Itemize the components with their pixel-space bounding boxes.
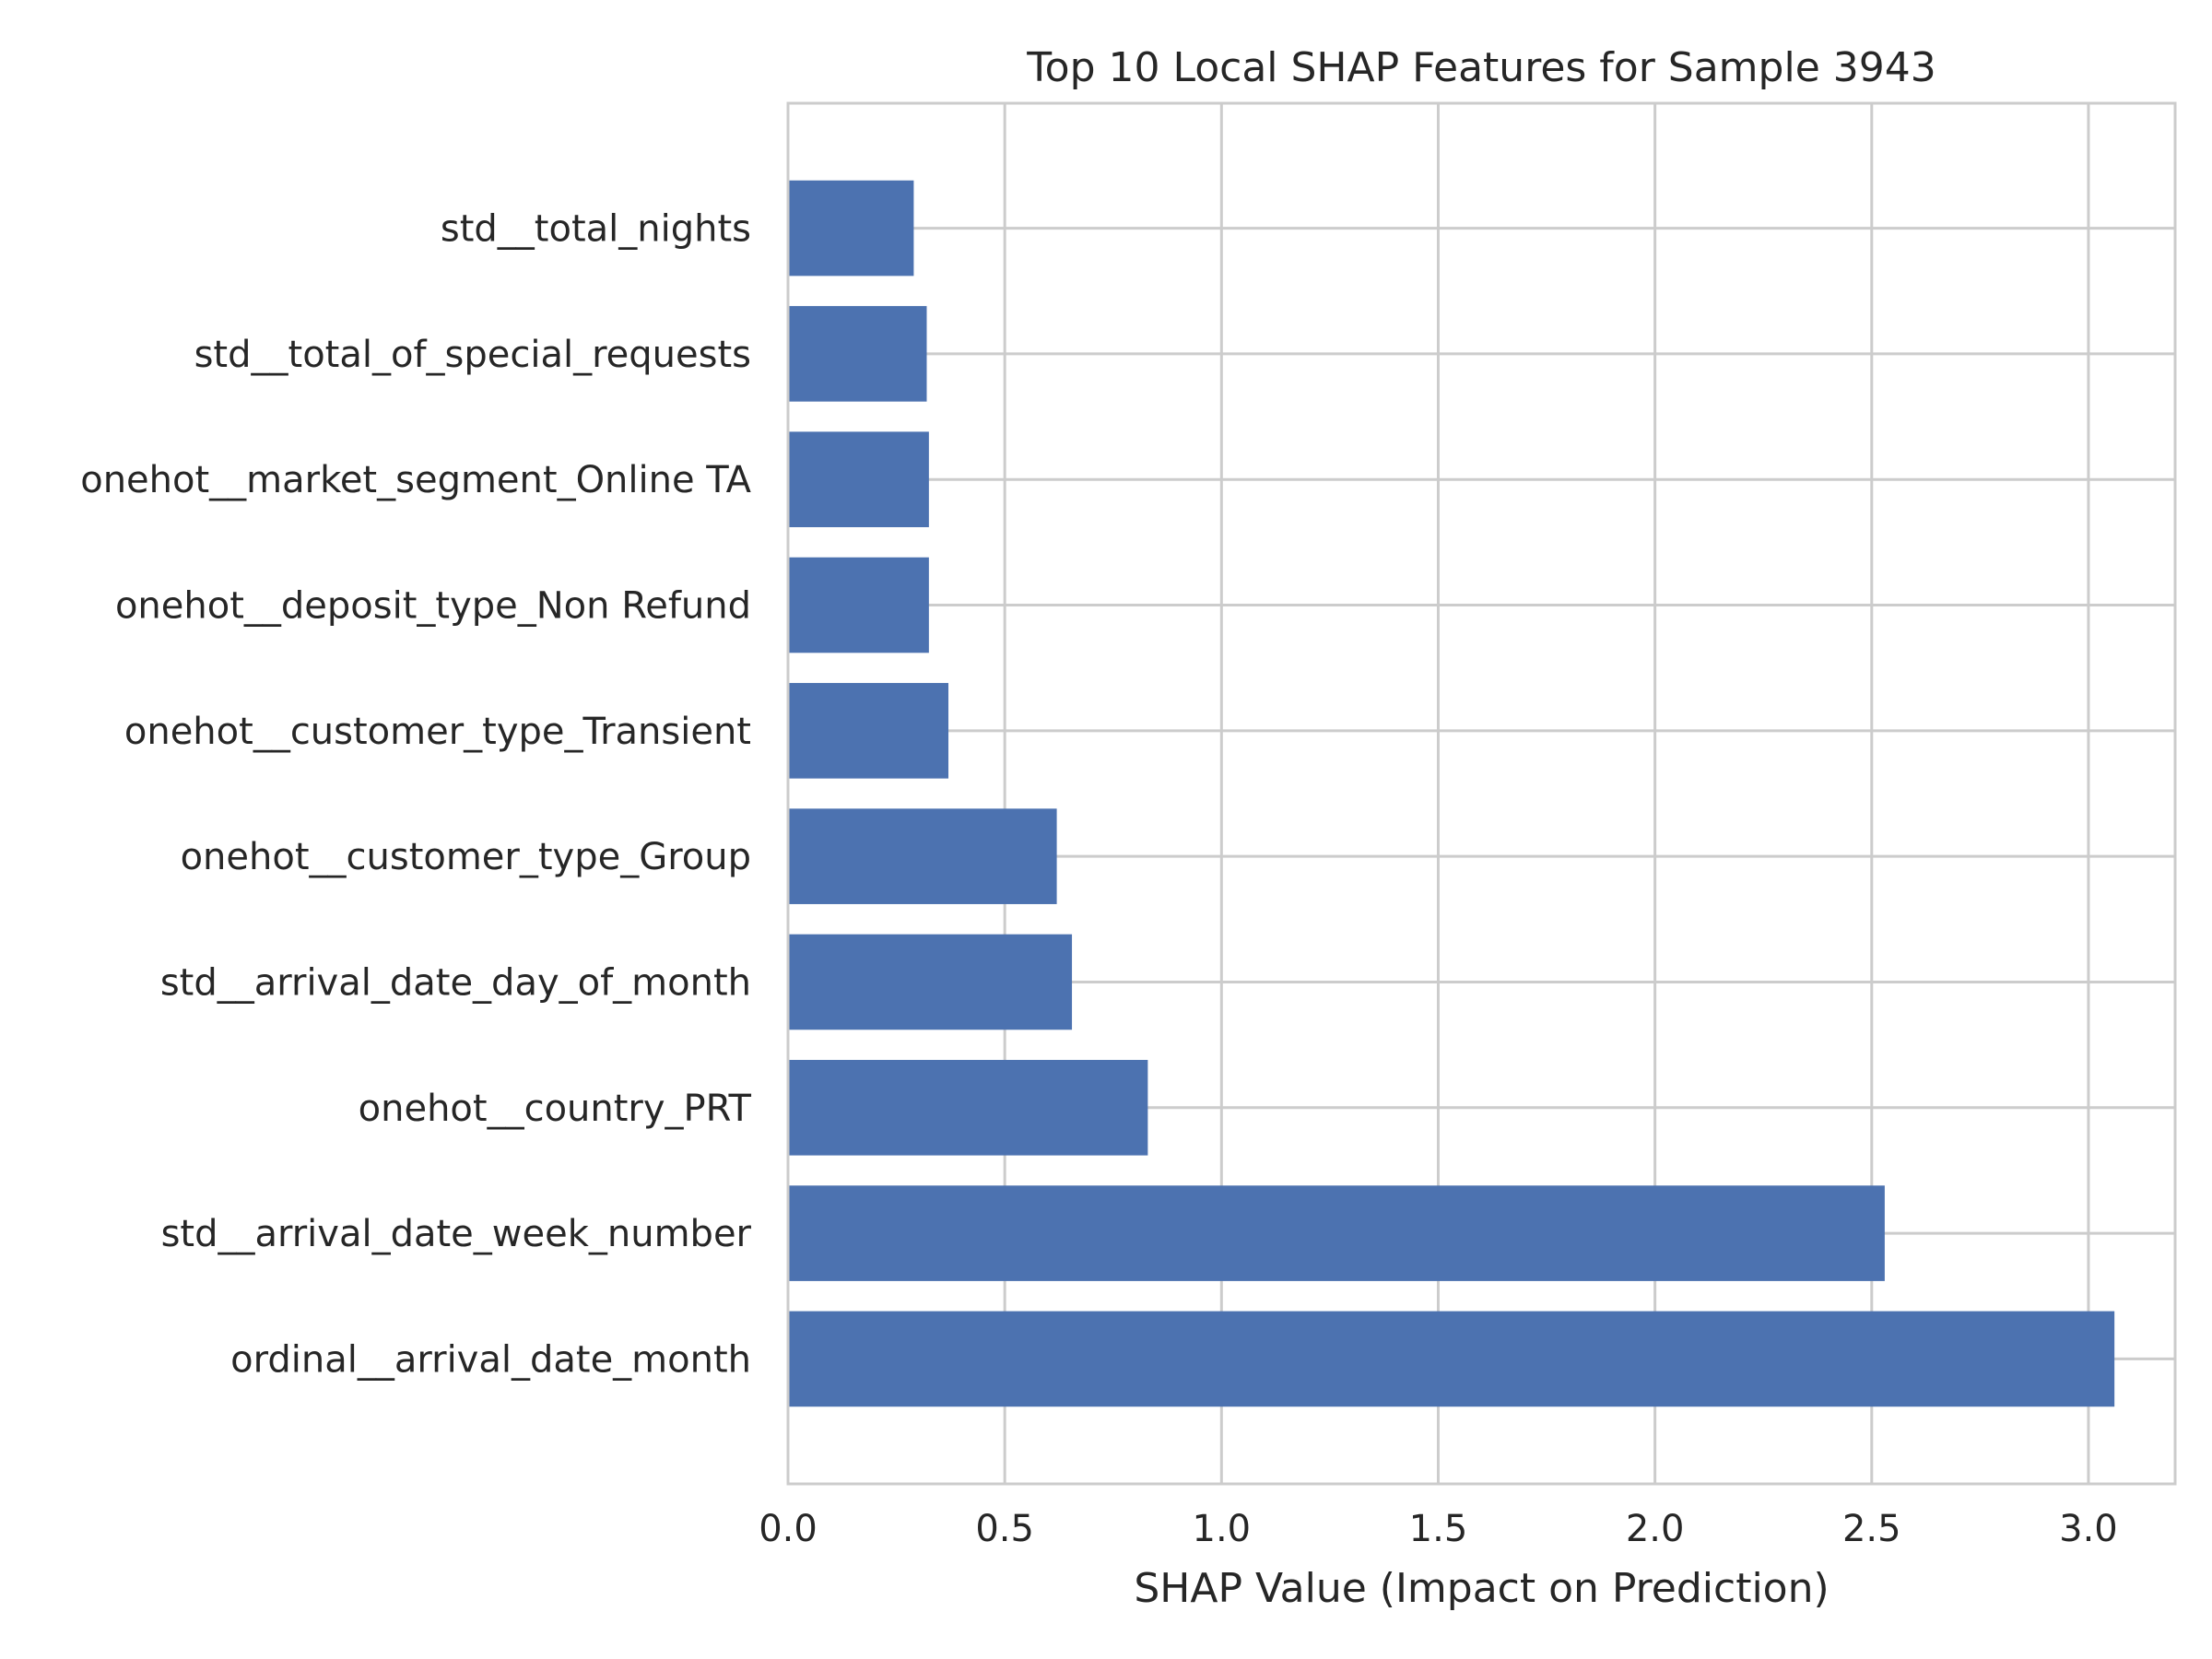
x-tick-label: 0.5	[975, 1508, 1034, 1550]
bars	[788, 180, 2115, 1407]
bar	[788, 1311, 2115, 1407]
chart-title: Top 10 Local SHAP Features for Sample 39…	[1026, 44, 1936, 91]
y-tick-label: std__total_nights	[441, 208, 751, 251]
bar	[788, 431, 929, 528]
bar	[788, 1059, 1148, 1156]
y-tick-label: onehot__deposit_type_Non Refund	[115, 585, 751, 628]
y-tick-label: onehot__customer_type_Group	[181, 836, 751, 878]
y-tick-labels: std__total_nights std__total_of_special_r…	[80, 208, 751, 1382]
x-tick-label: 2.5	[1842, 1508, 1901, 1550]
x-tick-label: 3.0	[2059, 1508, 2118, 1550]
y-tick-label: onehot__country_PRT	[359, 1088, 752, 1130]
y-tick-label: std__total_of_special_requests	[194, 334, 751, 376]
x-tick-labels: 0.0 0.5 1.0 1.5 2.0 2.5 3.0	[759, 1508, 2118, 1550]
x-tick-label: 1.5	[1409, 1508, 1468, 1550]
y-tick-label: ordinal__arrival_date_month	[230, 1338, 751, 1381]
y-tick-label: onehot__customer_type_Transient	[124, 711, 751, 753]
bar	[788, 306, 927, 402]
bar	[788, 683, 949, 779]
bar	[788, 808, 1057, 904]
x-tick-label: 0.0	[759, 1508, 818, 1550]
x-axis-title: SHAP Value (Impact on Prediction)	[1134, 1565, 1829, 1612]
y-tick-label: std__arrival_date_week_number	[161, 1213, 752, 1255]
y-tick-label: onehot__market_segment_Online TA	[80, 459, 751, 501]
x-tick-label: 1.0	[1193, 1508, 1252, 1550]
bar	[788, 934, 1073, 1030]
y-tick-label: std__arrival_date_day_of_month	[160, 961, 751, 1004]
bar	[788, 557, 929, 653]
x-tick-label: 2.0	[1626, 1508, 1685, 1550]
plot-frame	[786, 101, 2177, 1486]
bar	[788, 180, 914, 276]
bar	[788, 1185, 1885, 1281]
